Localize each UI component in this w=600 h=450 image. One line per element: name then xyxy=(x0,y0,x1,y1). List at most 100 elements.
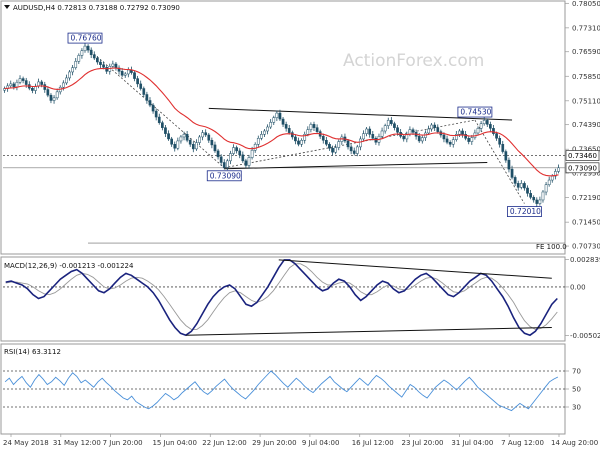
price-tick-label: 0.76590 xyxy=(572,48,600,56)
rsi-tick-label: 30 xyxy=(572,404,581,412)
macd-main-line xyxy=(5,259,558,337)
candle-body xyxy=(86,45,90,51)
candle-body xyxy=(523,183,526,189)
candle-body xyxy=(529,193,532,198)
price-tick-label: 0.73650 xyxy=(572,146,600,154)
candle-body xyxy=(492,128,495,134)
time-tick-label: 24 May 2018 xyxy=(3,439,49,447)
price-tags: 0.73460 0.73090 xyxy=(565,150,600,174)
candle-body xyxy=(287,128,291,133)
candle-body xyxy=(52,97,56,101)
candle-body xyxy=(516,183,520,188)
candle-body xyxy=(380,130,384,137)
candle-body xyxy=(479,123,483,129)
candle-body xyxy=(77,55,81,62)
candle-body xyxy=(303,134,307,141)
candle-body xyxy=(489,124,492,129)
candle-body xyxy=(325,140,328,145)
candle-body xyxy=(185,134,189,141)
candle-body xyxy=(374,138,378,143)
candle-body xyxy=(498,138,502,145)
candle-body xyxy=(176,140,180,149)
candle-body xyxy=(207,134,211,141)
candle-body xyxy=(263,130,266,135)
candle-body xyxy=(179,136,183,142)
candle-body xyxy=(142,88,146,95)
candle-body xyxy=(402,136,406,140)
price-pane xyxy=(0,0,566,255)
symbol-info: AUDUSD,H4 0.72813 0.73188 0.72792 0.7309… xyxy=(13,4,180,12)
candle-body xyxy=(362,133,365,140)
time-axis: 24 May 2018 31 May 12:00 7 Jun 20:00 15 Jun… xyxy=(3,434,598,447)
callout-label: 0.76760 xyxy=(71,34,102,43)
candle-body xyxy=(201,132,204,138)
candle-body xyxy=(411,129,415,133)
candle-body xyxy=(454,134,458,140)
candle-body xyxy=(136,78,139,85)
candle-body xyxy=(219,156,223,163)
candle-body xyxy=(547,179,551,185)
macd-axis: 0.002839 0.00 -0.005021 xyxy=(3,256,600,340)
candle-body xyxy=(139,83,143,89)
lower-trendline xyxy=(224,161,488,170)
candle-body xyxy=(12,83,16,88)
time-tick-label: 15 Jun 04:00 xyxy=(152,439,196,447)
candle-body xyxy=(157,116,161,123)
candle-body xyxy=(99,61,102,65)
candle-body xyxy=(238,150,242,156)
candle-body xyxy=(321,136,325,141)
candle-body xyxy=(315,127,319,132)
candle-body xyxy=(445,138,449,143)
candle-body xyxy=(235,147,238,152)
candle-body xyxy=(467,138,471,142)
candle-body xyxy=(126,69,130,75)
candle-body xyxy=(532,197,536,201)
time-tick-label: 22 Jun 12:00 xyxy=(202,439,246,447)
candle-body xyxy=(210,140,214,146)
price-tick-label: 0.71450 xyxy=(572,219,600,227)
candle-body xyxy=(544,184,548,193)
candle-body xyxy=(229,153,232,162)
projection-line-1 xyxy=(84,45,225,169)
rsi-axis: 70 50 30 xyxy=(3,368,581,412)
price-tag-box xyxy=(565,150,600,161)
candle-body xyxy=(68,71,71,79)
projection-line-3 xyxy=(474,119,525,204)
candle-body xyxy=(519,183,523,188)
candle-body xyxy=(71,67,74,73)
time-tick-label: 16 Jul 12:00 xyxy=(352,439,394,447)
dropdown-triangle-icon xyxy=(4,5,10,9)
candle-body xyxy=(365,128,368,134)
price-tick-label: 0.70730 xyxy=(572,243,600,251)
candle-body xyxy=(188,140,192,145)
candle-body xyxy=(312,124,316,128)
moving-average xyxy=(4,67,559,177)
price-axis: 0.78050 0.77310 0.76590 0.75850 0.75110 0.743… xyxy=(565,0,600,251)
candle-body xyxy=(541,191,545,201)
price-tick-label: 0.78050 xyxy=(572,0,600,8)
candle-body xyxy=(396,127,399,133)
rsi-tick-label: 70 xyxy=(572,368,581,376)
candle-body xyxy=(216,150,220,158)
candle-body xyxy=(349,146,353,152)
candle-body xyxy=(250,149,254,158)
candle-body xyxy=(269,122,273,128)
candle-body xyxy=(225,160,229,168)
candle-body xyxy=(383,125,387,132)
price-trendlines xyxy=(84,45,525,204)
candle-body xyxy=(253,143,257,151)
callout-box xyxy=(67,32,103,44)
candle-body xyxy=(495,133,498,139)
candle-body xyxy=(247,157,251,166)
candle-body xyxy=(40,81,44,85)
callout-label: 0.73090 xyxy=(210,171,241,180)
price-tick-label: 0.72190 xyxy=(572,194,600,202)
candle-body xyxy=(260,134,263,139)
candle-body xyxy=(170,138,173,145)
macd-info: MACD(12,26,9) -0.001213 -0.001224 xyxy=(4,262,134,270)
candle-body xyxy=(458,130,461,135)
price-callouts: 0.76760 0.73090 0.74530 0.72010 xyxy=(67,32,542,217)
price-tag-label: 0.73090 xyxy=(568,164,597,172)
candle-body xyxy=(102,64,105,68)
